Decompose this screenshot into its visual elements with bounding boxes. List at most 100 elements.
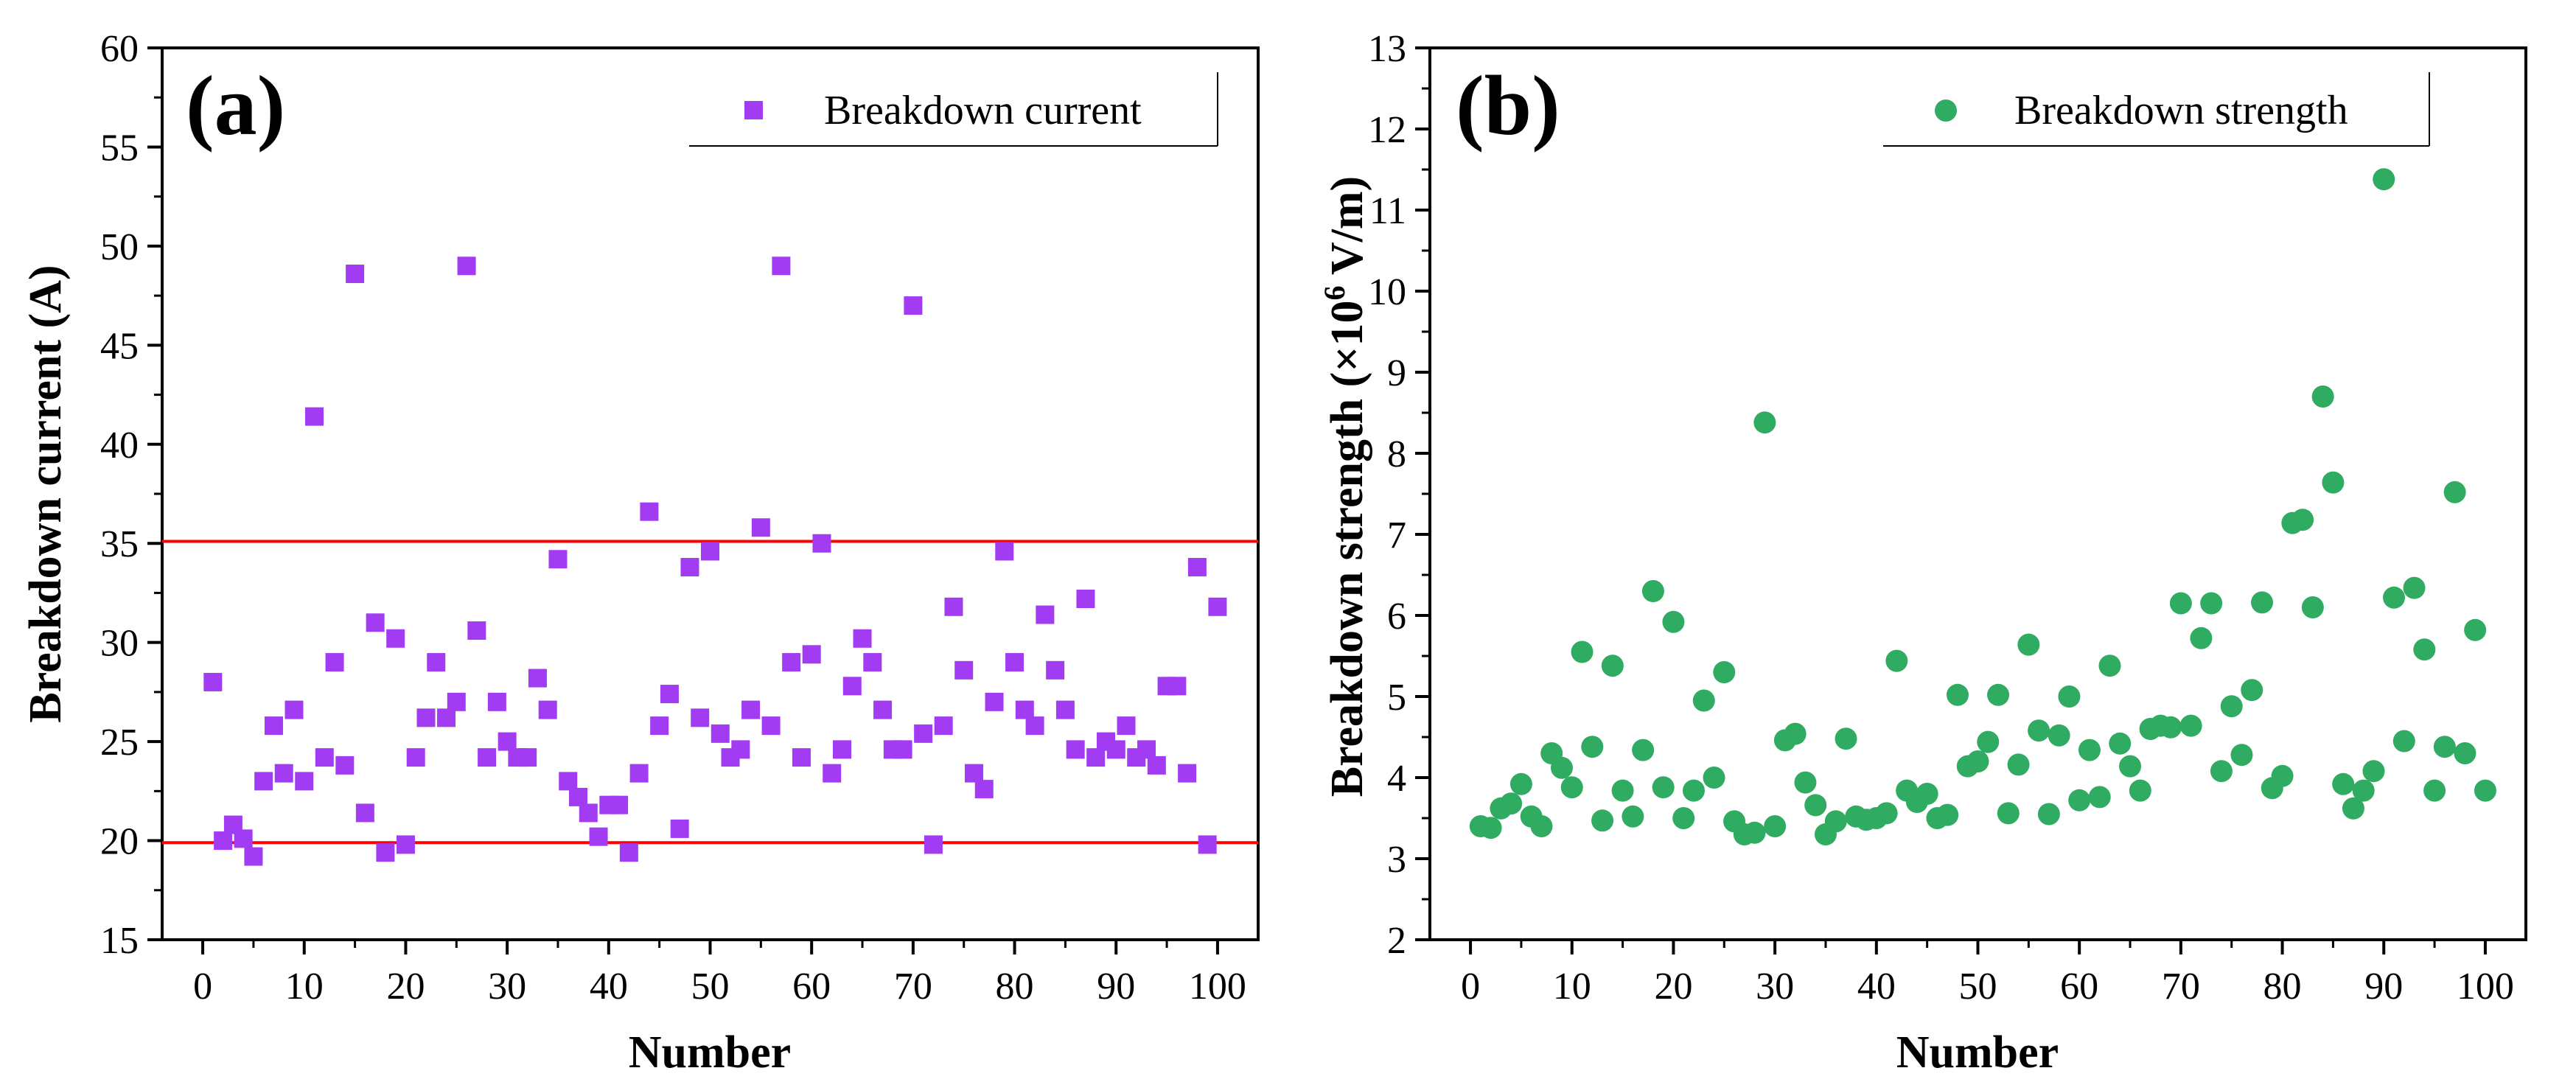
data-point-square [346,265,365,284]
data-point-circle [2474,779,2496,802]
data-point-circle [1875,802,1898,825]
data-point-circle [2190,626,2213,649]
data-point-circle [2392,730,2415,753]
data-point-square [244,847,263,866]
panel-a-x-axis-title: Number [629,1027,791,1078]
data-point-square [914,724,933,743]
panel-b-legend-label: Breakdown strength [2014,88,2348,133]
data-point-circle [1784,722,1807,745]
y-tick-label: 50 [100,226,139,268]
data-point-circle [2241,679,2263,702]
panel-b-breakdown-strength-chart: 0 10 20 30 40 50 60 70 80 90 100 2345678910111213 … [1318,28,2527,1078]
data-point-circle [2098,655,2121,677]
data-point-square [1106,740,1125,759]
data-point-square [335,755,355,775]
data-point-circle [1672,807,1695,829]
x-tick-label: 80 [2263,966,2302,1008]
data-point-square [295,772,314,791]
data-point-circle [1682,779,1705,802]
data-point-square [731,740,750,759]
y-tick-label: 4 [1387,758,1406,800]
data-point-circle [1581,736,1604,758]
panel-a-legend-label: Breakdown current [824,88,1142,133]
data-point-square [660,685,679,704]
panel-a-label: (a) [186,59,285,153]
x-tick-label: 100 [2457,966,2514,1008]
data-point-square [995,542,1014,561]
data-point-square [619,843,638,862]
data-point-circle [2251,591,2274,614]
data-point-square [1086,748,1106,767]
x-tick-label: 40 [590,966,628,1008]
data-point-square [447,692,466,711]
panel-a-legend-square-marker [744,101,763,119]
data-point-circle [1977,730,2000,753]
data-point-circle [1611,779,1634,802]
data-point-square [944,597,963,616]
data-point-square [264,716,283,736]
data-point-square [1015,700,1034,719]
data-point-square [325,653,344,672]
data-point-square [1117,716,1136,736]
data-point-square [1178,764,1197,783]
data-point-square [416,708,436,727]
data-point-square [873,700,893,719]
data-point-square [437,708,456,727]
data-point-circle [2088,786,2111,809]
data-point-circle [1509,772,1532,795]
data-point-circle [2454,742,2476,764]
y-tick-label: 7 [1387,514,1406,556]
data-point-circle [1753,411,1776,434]
y-tick-label: 6 [1387,596,1406,638]
data-point-circle [2119,755,2142,778]
data-point-square [1147,755,1166,775]
panel-a-x-axis-ticks: 0 10 20 30 40 50 60 70 80 90 100 [193,940,1246,1008]
y-tick-label: 35 [100,523,139,565]
x-tick-label: 90 [2364,966,2403,1008]
y-tick-label: 45 [100,325,139,367]
panel-b-y-axis-title: Breakdown strength (×106 V/m) [1318,176,1372,797]
data-point-square [203,672,223,691]
data-point-circle [2352,779,2375,802]
data-point-square [1005,653,1025,672]
data-point-square [629,764,649,783]
data-point-square [924,835,943,854]
data-point-square [548,550,568,569]
panel-a-reference-lines [162,540,1258,845]
data-point-circle [1662,610,1685,633]
y-tick-label: 8 [1387,433,1406,475]
data-point-circle [2220,695,2243,718]
x-tick-label: 0 [1461,966,1480,1008]
data-point-square [751,518,770,537]
data-point-circle [1560,776,1583,799]
data-point-circle [1703,767,1725,789]
data-point-circle [2362,760,2385,783]
y-tick-label: 11 [1369,190,1406,232]
data-point-square [427,653,446,672]
data-point-square [498,732,517,751]
data-point-circle [2403,576,2426,599]
y-tick-label: 9 [1387,352,1406,394]
data-point-circle [2109,732,2132,755]
data-point-square [823,764,842,783]
x-tick-label: 90 [1097,966,1135,1008]
data-point-square [985,692,1004,711]
y-tick-label: 15 [100,920,139,962]
data-point-square [386,629,405,648]
x-tick-label: 20 [1654,966,1692,1008]
data-point-circle [1743,821,1766,844]
data-point-circle [2423,779,2446,802]
data-point-circle [1946,683,1969,706]
data-point-circle [1764,815,1787,837]
data-point-square [893,740,912,759]
data-point-circle [2078,739,2101,761]
y-tick-label: 30 [100,623,139,665]
data-point-circle [2443,481,2466,503]
data-point-square [366,613,385,632]
data-point-circle [2169,592,2192,615]
data-point-square [305,407,324,426]
data-point-circle [2230,744,2253,767]
data-point-circle [2373,168,2395,191]
x-tick-label: 0 [193,966,212,1008]
data-point-square [589,827,608,846]
